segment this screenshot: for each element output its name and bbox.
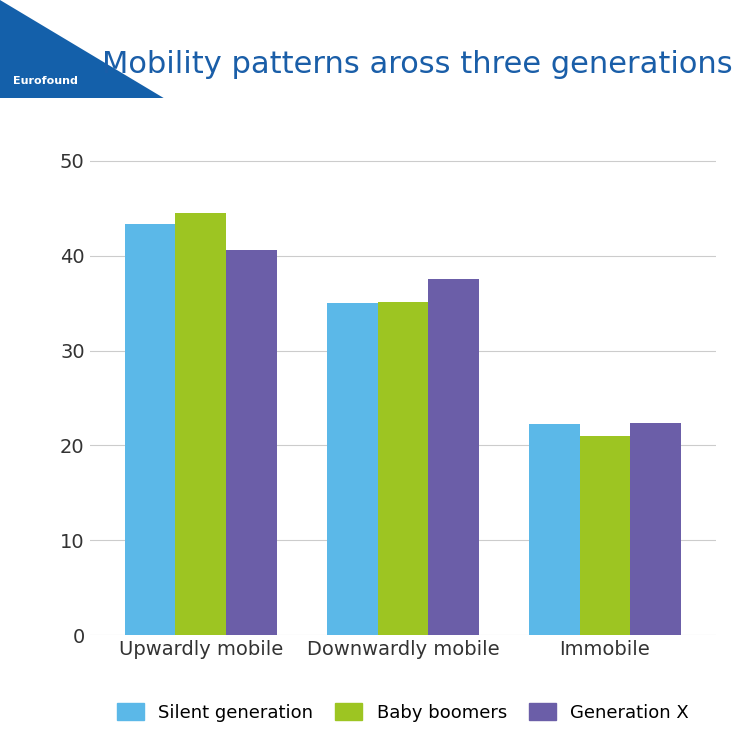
Bar <box>226 250 277 635</box>
Legend: Silent generation, Baby boomers, Generation X: Silent generation, Baby boomers, Generat… <box>110 696 696 729</box>
Bar <box>580 436 630 635</box>
Bar <box>327 303 377 635</box>
Bar <box>428 280 479 635</box>
Bar <box>377 302 428 635</box>
Bar <box>529 424 580 635</box>
Text: Source: European Social Survey, waves 1-5, 2002-2010 (Eurofound calculations): Source: European Social Survey, waves 1-… <box>11 724 515 738</box>
Text: Mobility patterns aross three generations: Mobility patterns aross three generation… <box>102 50 733 79</box>
Bar <box>175 213 226 635</box>
Bar <box>630 423 681 635</box>
Text: Eurofound: Eurofound <box>13 76 78 85</box>
Bar <box>125 225 175 635</box>
Polygon shape <box>0 0 164 98</box>
